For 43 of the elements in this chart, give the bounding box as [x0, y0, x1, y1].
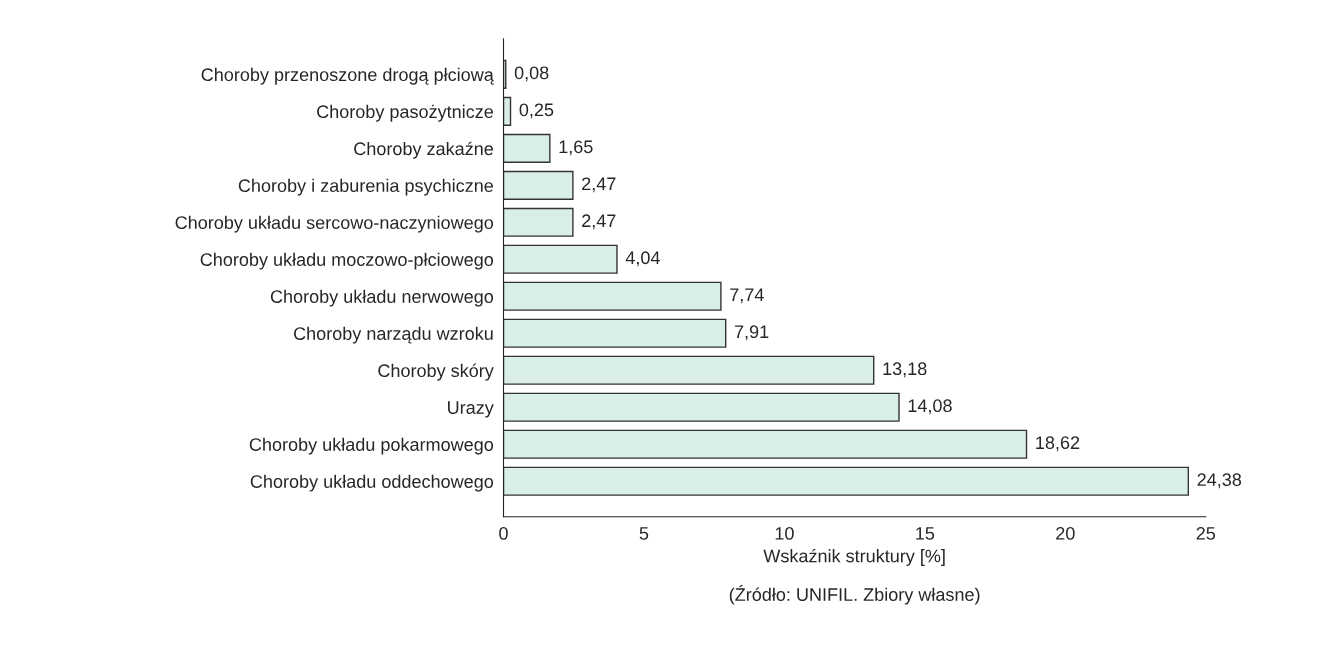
bar: [503, 429, 1028, 459]
x-tick-label: 10: [775, 527, 794, 540]
data-label: 4,04: [625, 251, 660, 267]
x-tick-label: 20: [1056, 527, 1075, 540]
bar: [503, 281, 722, 311]
y-tick-label: Choroby i zaburenia psychiczne: [238, 178, 493, 196]
bar: [503, 170, 574, 200]
data-label: 1,65: [559, 140, 593, 156]
data-label: 7,91: [734, 325, 769, 341]
y-tick-label: Choroby układu nerwowego: [270, 289, 494, 307]
y-tick-label: Choroby układu moczowo-płciowego: [200, 252, 494, 270]
bar: [503, 133, 551, 163]
data-label: 18,62: [1036, 436, 1080, 452]
data-label: 24,38: [1197, 473, 1242, 489]
x-tick-label: 5: [639, 527, 649, 540]
data-label: 7,74: [730, 288, 764, 304]
y-tick-label: Choroby układu pokarmowego: [249, 437, 494, 455]
data-label: 0,08: [514, 66, 549, 82]
x-tick-label: 25: [1196, 527, 1216, 540]
data-label: 14,08: [908, 399, 952, 415]
y-tick-label: Choroby skóry: [378, 363, 494, 381]
data-label: 0,25: [519, 103, 554, 119]
y-tick-label: Urazy: [448, 401, 494, 418]
x-axis-title: Wskaźnik struktury [%]: [763, 548, 945, 566]
y-tick-label: Choroby zakaźne: [354, 141, 493, 159]
bar: [503, 318, 727, 348]
bar: [503, 355, 875, 385]
bar: [503, 466, 1190, 496]
x-tick-label: 15: [916, 527, 935, 540]
data-label: 13,18: [883, 362, 927, 378]
bar: [503, 96, 512, 126]
bar: [503, 207, 574, 237]
text: (Źródło: UNIFIL. Zbiory własne): [729, 585, 980, 605]
x-tick-label: 0: [499, 527, 508, 540]
y-tick-label: Choroby pasożytnicze: [317, 104, 493, 122]
y-tick-label: Choroby układu sercowo-naczyniowego: [175, 215, 494, 233]
bar: [503, 244, 618, 274]
y-tick-label: Choroby przenoszone drogą płciową: [201, 67, 494, 85]
data-label: 2,47: [582, 214, 616, 230]
y-tick-label: Choroby narządu wzroku: [293, 326, 493, 344]
data-label: 2,47: [582, 177, 616, 193]
y-tick-label: Choroby układu oddechowego: [250, 474, 494, 492]
bar: [503, 392, 900, 422]
